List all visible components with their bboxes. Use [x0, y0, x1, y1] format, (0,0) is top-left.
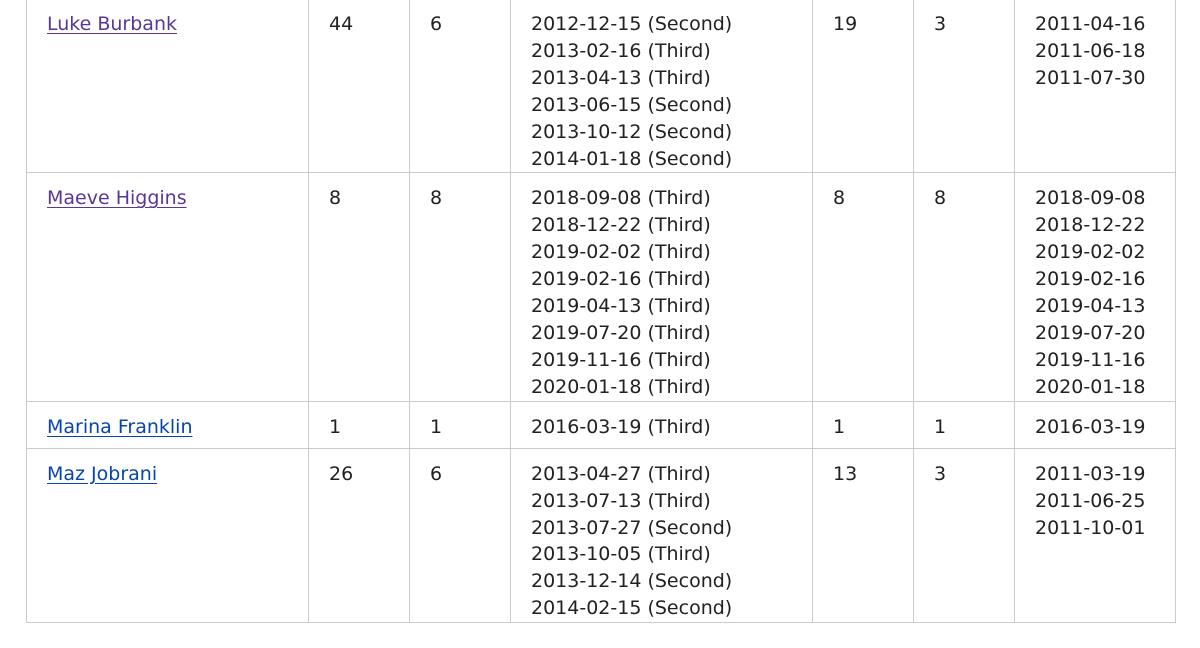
date-entry: 2019-04-13 (Third) [531, 295, 711, 318]
date-entry: 2020-01-18 (Third) [531, 375, 711, 398]
count-cell: 6 [409, 0, 511, 174]
date-entry: 2014-02-15 (Second) [531, 597, 733, 620]
date-entry: 2019-02-16 [1035, 268, 1146, 291]
date-entry: 2011-03-19 [1035, 462, 1146, 485]
date-entry: 2018-09-08 (Third) [531, 187, 711, 210]
date-entry: 2011-06-18 [1035, 39, 1146, 62]
count-cell: 6 [409, 447, 511, 624]
dates-cell: 2016-03-19 [1014, 400, 1176, 449]
count-cell: 1 [913, 400, 1015, 449]
panelist-link-maz-jobrani[interactable]: Maz Jobrani [47, 462, 158, 485]
date-entry: 2011-04-16 [1035, 13, 1146, 35]
dates-cell: 2018-09-08 (Third) 2018-12-22 (Third) 20… [510, 172, 813, 402]
date-entry: 2019-04-13 [1035, 295, 1146, 318]
count-cell: 8 [409, 172, 511, 402]
date-entry: 2018-09-08 [1035, 187, 1146, 210]
count-cell: 44 [308, 0, 410, 174]
count-cell: 1 [812, 400, 914, 449]
name-cell: Luke Burbank [26, 0, 309, 174]
date-entry: 2013-04-13 (Third) [531, 66, 711, 89]
date-entry: 2016-03-19 (Third) [531, 415, 711, 438]
name-cell: Marina Franklin [26, 400, 309, 449]
count-cell: 1 [308, 400, 410, 449]
date-entry: 2013-07-27 (Second) [531, 516, 733, 539]
date-entry: 2019-02-16 (Third) [531, 268, 711, 291]
date-entry: 2019-07-20 (Third) [531, 321, 711, 344]
date-entry: 2011-07-30 [1035, 66, 1146, 89]
table-row: Luke Burbank 44 6 2012-12-15 (Second) 20… [26, 0, 1176, 174]
count-cell: 13 [812, 447, 914, 624]
dates-cell: 2016-03-19 (Third) [510, 400, 813, 449]
date-entry: 2012-12-15 (Second) [531, 13, 733, 35]
date-entry: 2016-03-19 [1035, 415, 1146, 438]
count-cell: 3 [913, 0, 1015, 174]
panelist-link-marina-franklin[interactable]: Marina Franklin [47, 415, 193, 438]
table-row: Marina Franklin 1 1 2016-03-19 (Third) 1… [26, 400, 1176, 449]
panelist-link-maeve-higgins[interactable]: Maeve Higgins [47, 187, 187, 210]
date-entry: 2019-07-20 [1035, 321, 1146, 344]
date-entry: 2013-04-27 (Third) [531, 462, 711, 485]
date-entry: 2013-10-12 (Second) [531, 120, 733, 143]
panelist-table-body: Luke Burbank 44 6 2012-12-15 (Second) 20… [26, 0, 1176, 624]
date-entry: 2013-10-05 (Third) [531, 543, 711, 566]
count-cell: 3 [913, 447, 1015, 624]
count-cell: 26 [308, 447, 410, 624]
panelist-link-luke-burbank[interactable]: Luke Burbank [47, 13, 177, 35]
count-cell: 19 [812, 0, 914, 174]
date-entry: 2019-02-02 (Third) [531, 241, 711, 264]
date-entry: 2013-06-15 (Second) [531, 93, 733, 116]
date-entry: 2014-01-18 (Second) [531, 147, 733, 170]
dates-cell: 2013-04-27 (Third) 2013-07-13 (Third) 20… [510, 447, 813, 624]
name-cell: Maeve Higgins [26, 172, 309, 402]
date-entry: 2013-12-14 (Second) [531, 570, 733, 593]
date-entry: 2018-12-22 (Third) [531, 214, 711, 237]
table-row: Maz Jobrani 26 6 2013-04-27 (Third) 2013… [26, 447, 1176, 624]
date-entry: 2013-07-13 (Third) [531, 489, 711, 512]
name-cell: Maz Jobrani [26, 447, 309, 624]
dates-cell: 2011-03-19 2011-06-25 2011-10-01 [1014, 447, 1176, 624]
date-entry: 2018-12-22 [1035, 214, 1146, 237]
date-entry: 2019-11-16 [1035, 348, 1146, 371]
dates-cell: 2012-12-15 (Second) 2013-02-16 (Third) 2… [510, 0, 813, 174]
date-entry: 2013-02-16 (Third) [531, 39, 711, 62]
count-cell: 8 [913, 172, 1015, 402]
date-entry: 2011-06-25 [1035, 489, 1146, 512]
table-row: Maeve Higgins 8 8 2018-09-08 (Third) 201… [26, 172, 1176, 402]
count-cell: 8 [308, 172, 410, 402]
dates-cell: 2011-04-16 2011-06-18 2011-07-30 [1014, 0, 1176, 174]
date-entry: 2019-02-02 [1035, 241, 1146, 264]
panelist-table: Luke Burbank 44 6 2012-12-15 (Second) 20… [26, 0, 1176, 624]
count-cell: 1 [409, 400, 511, 449]
count-cell: 8 [812, 172, 914, 402]
dates-cell: 2018-09-08 2018-12-22 2019-02-02 2019-02… [1014, 172, 1176, 402]
date-entry: 2011-10-01 [1035, 516, 1146, 539]
date-entry: 2019-11-16 (Third) [531, 348, 711, 371]
date-entry: 2020-01-18 [1035, 375, 1146, 398]
